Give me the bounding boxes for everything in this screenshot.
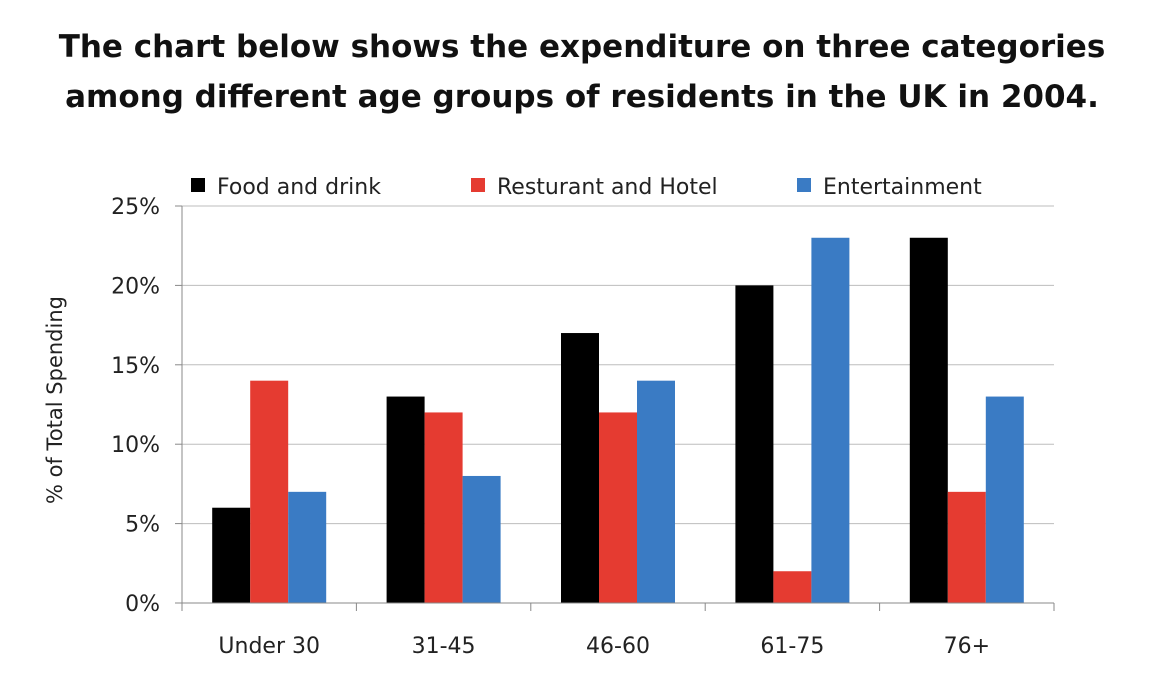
legend-label-2: Resturant and Hotel [497, 175, 718, 200]
y-tick-label-2: 10% [111, 433, 160, 458]
axes: 0% 5% 10% 15% 20% 25% Under 30 31-45 46-60 61-75 7… [111, 195, 1055, 659]
bar-3-2 [462, 475, 501, 603]
y-tick-label-0: 0% [125, 592, 160, 617]
bars [212, 237, 1024, 603]
bar-3-4 [811, 237, 850, 603]
legend-label-3: Entertainment [823, 175, 982, 200]
bar-2-3 [599, 412, 637, 603]
bar-2-2 [424, 412, 463, 603]
chart-heading-line-2: among different age groups of residents … [65, 79, 1099, 115]
y-tick-label-5: 25% [111, 195, 160, 220]
chart-heading: The chart below shows the expenditure on… [0, 22, 1164, 122]
x-tick-label-3: 46-60 [586, 634, 650, 659]
legend-swatch-3 [797, 178, 811, 192]
bar-2-1 [250, 380, 289, 603]
bar-1-2 [386, 396, 425, 603]
x-tick-label-2: 31-45 [412, 634, 476, 659]
bar-1-5 [909, 237, 948, 603]
y-axis-label: % of Total Spending [43, 296, 67, 504]
y-tick-label-4: 20% [111, 274, 160, 299]
bar-3-3 [637, 380, 675, 603]
y-tick-label-3: 15% [111, 354, 160, 379]
x-tick-label-4: 61-75 [760, 634, 824, 659]
legend-label-1: Food and drink [217, 175, 381, 200]
y-tick-label-1: 5% [125, 513, 160, 538]
bar-2-5 [947, 491, 986, 603]
x-tick-label-5: 76+ [944, 634, 990, 659]
bar-1-3 [561, 333, 599, 603]
legend: Food and drink Resturant and Hotel Enterta… [191, 175, 982, 200]
bar-3-1 [288, 491, 327, 603]
bar-1-4 [735, 285, 774, 603]
legend-swatch-2 [471, 178, 485, 192]
bar-1-1 [212, 507, 251, 603]
bar-3-5 [985, 396, 1024, 603]
legend-swatch-1 [191, 178, 205, 192]
chart-heading-line-1: The chart below shows the expenditure on… [58, 29, 1106, 65]
bar-2-4 [773, 571, 812, 603]
x-tick-label-1: Under 30 [218, 634, 320, 659]
